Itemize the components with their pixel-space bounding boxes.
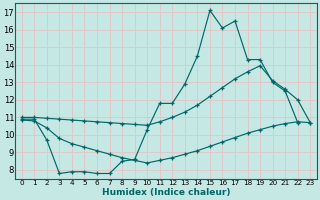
X-axis label: Humidex (Indice chaleur): Humidex (Indice chaleur) [102,188,230,197]
